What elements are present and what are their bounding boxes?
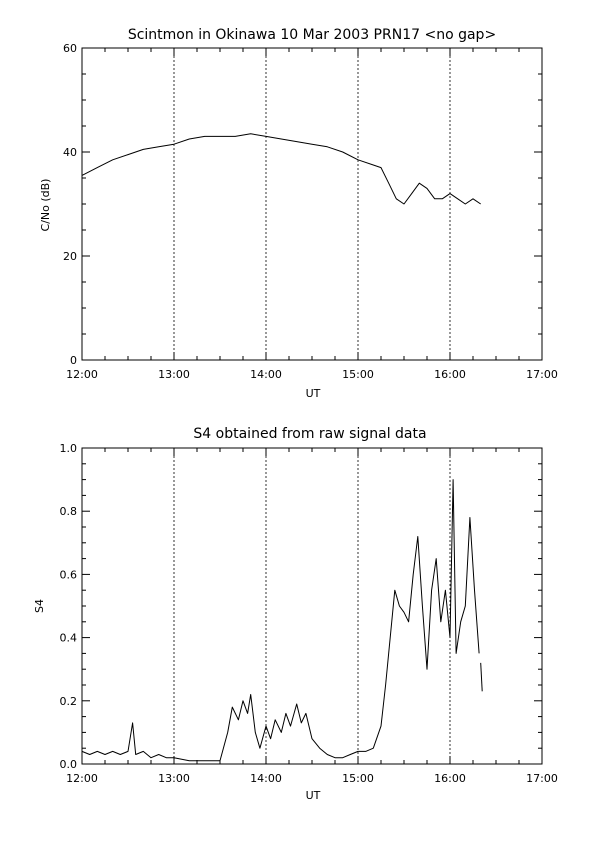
cno-x-tick-label: 14:00 <box>250 368 282 381</box>
s4-y-tick-label: 0.6 <box>60 568 78 581</box>
s4-x-axis-label: UT <box>306 789 321 802</box>
s4-x-tick-label: 12:00 <box>66 772 98 785</box>
cno-x-tick-label: 17:00 <box>526 368 558 381</box>
cno-axis-ticks: 12:00 13:00 14:00 15:00 16:00 17:00 0 20 40 60 <box>63 42 558 381</box>
s4-y-tick-label: 0.0 <box>60 758 78 771</box>
s4-y-tick-label: 0.4 <box>60 632 78 645</box>
cno-y-tick-label: 40 <box>63 146 77 159</box>
cno-x-tick-label: 12:00 <box>66 368 98 381</box>
cno-y-axis-label: C/No (dB) <box>39 179 52 232</box>
cno-x-tick-label: 15:00 <box>342 368 374 381</box>
s4-y-tick-label: 0.2 <box>60 695 78 708</box>
s4-x-tick-label: 14:00 <box>250 772 282 785</box>
s4-x-tick-label: 13:00 <box>158 772 190 785</box>
cno-series-group <box>81 133 481 205</box>
s4-vertical-dashed-lines <box>173 448 451 764</box>
cno-y-tick-label: 20 <box>63 250 77 263</box>
s4-series-line-0 <box>81 479 480 762</box>
s4-series-group <box>81 479 483 762</box>
s4-x-tick-label: 17:00 <box>526 772 558 785</box>
s4-y-axis-label: S4 <box>33 599 46 613</box>
s4-x-tick-label: 16:00 <box>434 772 466 785</box>
cno-y-tick-label: 0 <box>70 354 77 367</box>
s4-x-tick-label: 15:00 <box>342 772 374 785</box>
cno-vertical-dashed-lines <box>173 48 451 360</box>
s4-chart-title: S4 obtained from raw signal data <box>193 426 426 442</box>
cno-x-tick-label: 13:00 <box>158 368 190 381</box>
cno-x-axis-label: UT <box>306 387 321 400</box>
cno-y-tick-label: 60 <box>63 42 77 55</box>
panel-s4: S4 obtained from raw signal data 12:00 13… <box>33 426 558 802</box>
s4-axis-ticks: 12:00 13:00 14:00 15:00 16:00 17:00 0.0 0.2 0.4 0… <box>60 442 558 785</box>
cno-x-tick-label: 16:00 <box>434 368 466 381</box>
s4-y-tick-label: 1.0 <box>60 442 78 455</box>
cno-plot-frame <box>81 47 543 361</box>
s4-y-tick-label: 0.8 <box>60 505 78 518</box>
panel-cno: Scintmon in Okinawa 10 Mar 2003 PRN17 <n… <box>39 27 558 400</box>
s4-series-line-1 <box>480 662 483 692</box>
cno-series-line-0 <box>81 133 481 205</box>
s4-plot-frame <box>81 447 543 765</box>
cno-chart-title: Scintmon in Okinawa 10 Mar 2003 PRN17 <n… <box>128 27 496 43</box>
